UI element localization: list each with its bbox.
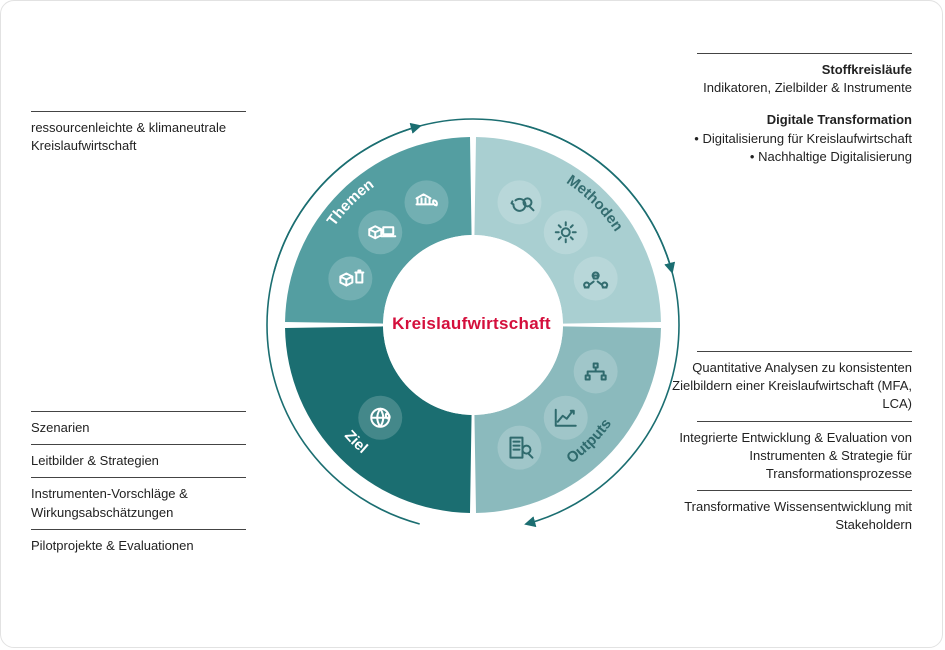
caption-item: Digitale Transformation • Digitalisierun… <box>672 104 912 173</box>
caption-ziel: ressourcenleichte & klimaneutrale Kreisl… <box>31 111 241 162</box>
caption-item: Transformative Wissensentwicklung mit St… <box>662 491 912 541</box>
bank-leaf-icon <box>405 180 449 224</box>
caption-item: ressourcenleichte & klimaneutrale Kreisl… <box>31 112 241 162</box>
caption-head: Stoffkreisläufe <box>822 62 912 77</box>
caption-item: Integrierte Entwicklung & Evaluation von… <box>662 422 912 491</box>
people-idea-icon <box>574 257 618 301</box>
doc-search-icon <box>497 426 541 470</box>
caption-themen: Stoffkreisläufe Indikatoren, Zielbilder … <box>672 53 912 173</box>
caption-item: Szenarien <box>31 412 251 444</box>
caption-head: Digitale Transformation <box>767 112 912 127</box>
diagram-frame: ZielThemenMethodenOutputs Kreislaufwirts… <box>0 0 943 648</box>
caption-item: Stoffkreisläufe Indikatoren, Zielbilder … <box>672 54 912 104</box>
caption-item: Leitbilder & Strategien <box>31 445 251 477</box>
center-label: Kreislaufwirtschaft <box>392 314 551 334</box>
caption-outputs: Szenarien Leitbilder & Strategien Instru… <box>31 411 251 562</box>
gear-cycle-icon <box>544 210 588 254</box>
caption-item: Quantitative Analysen zu konsistenten Zi… <box>662 352 912 421</box>
refresh-lens-icon <box>497 180 541 224</box>
cube-laptop-icon <box>358 210 402 254</box>
globe-leaf-icon <box>358 396 402 440</box>
caption-item: Instrumenten-Vorschläge & Wirkungsabschä… <box>31 478 251 528</box>
cube-trash-icon <box>328 257 372 301</box>
org-chart-icon <box>574 349 618 393</box>
caption-text: Indikatoren, Zielbilder & Instrumente <box>703 80 912 95</box>
trend-chart-icon <box>544 396 588 440</box>
caption-bullet: • Digitalisierung für Kreislaufwirtschaf… <box>672 130 912 148</box>
caption-bullet: • Nachhaltige Digitalisierung <box>672 148 912 166</box>
caption-item: Pilotprojekte & Evaluationen <box>31 530 251 562</box>
caption-methoden: Quantitative Analysen zu konsistenten Zi… <box>662 351 912 542</box>
